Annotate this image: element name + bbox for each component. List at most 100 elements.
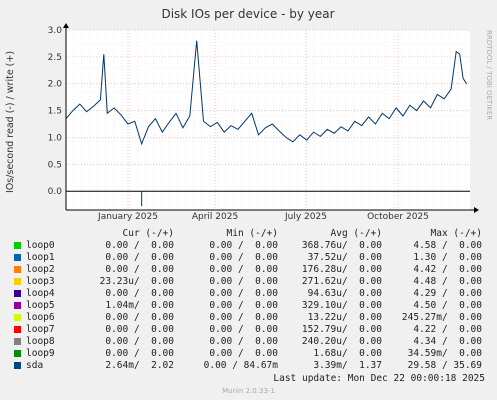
- x-tick-label: October 2025: [367, 212, 429, 222]
- legend-max: 4.42 / 0.00: [413, 264, 482, 275]
- legend-swatch: [14, 350, 21, 357]
- legend-min: 0.00 / 0.00: [209, 300, 278, 311]
- legend-min: 0.00 / 0.00: [209, 312, 278, 323]
- legend-avg: 37.52u/ 0.00: [307, 252, 382, 263]
- legend-avg: 368.76u/ 0.00: [301, 240, 382, 251]
- legend-header-max: Max (-/+): [430, 228, 482, 239]
- legend-min: 0.00 / 0.00: [209, 252, 278, 263]
- y-tick-label: 0.0: [48, 187, 63, 197]
- legend-row: loop4 0.00 / 0.00 0.00 / 0.00 94.63u/ 0.00 4…: [8, 288, 482, 300]
- legend-label: loop2: [26, 264, 55, 275]
- legend-swatch: [14, 266, 21, 273]
- legend-avg: 240.20u/ 0.00: [301, 336, 382, 347]
- legend-cur: 0.00 / 0.00: [105, 336, 174, 347]
- legend-cur: 0.00 / 0.00: [105, 324, 174, 335]
- y-tick-label: 1.5: [48, 107, 62, 117]
- legend-avg: 271.62u/ 0.00: [301, 276, 382, 287]
- y-tick-label: 1.0: [48, 133, 63, 143]
- legend-min: 0.00 / 0.00: [209, 288, 278, 299]
- legend-header-min: Min (-/+): [226, 228, 278, 239]
- chart-svg: Disk IOs per device - by year RRDTOOL / …: [5, 7, 493, 222]
- legend-row: loop2 0.00 / 0.00 0.00 / 0.00 176.28u/ 0.00…: [8, 264, 482, 276]
- legend-min: 0.00 / 0.00: [209, 264, 278, 275]
- legend-label: sda: [26, 360, 44, 371]
- legend-cur: 0.00 / 0.00: [105, 312, 174, 323]
- legend-swatch: [14, 326, 21, 333]
- legend-label: loop9: [26, 348, 55, 359]
- legend-label: loop0: [26, 240, 55, 251]
- legend-row: loop0 0.00 / 0.00 0.00 / 0.00 368.76u/ 0.00…: [8, 240, 482, 252]
- legend-cur: 0.00 / 0.00: [105, 252, 174, 263]
- legend-max: 4.29 / 0.00: [413, 288, 482, 299]
- legend-cur: 1.04m/ 0.00: [105, 300, 174, 311]
- legend-max: 4.50 / 0.00: [413, 300, 482, 311]
- legend-swatch: [14, 314, 21, 321]
- x-tick-label: April 2025: [192, 212, 238, 222]
- legend-label: loop7: [26, 324, 55, 335]
- legend-min: 0.00 / 0.00: [209, 348, 278, 359]
- legend-cur: 2.64m/ 2.02: [105, 360, 174, 371]
- legend-min: 0.00 / 84.67m: [203, 360, 278, 371]
- legend-avg: 13.22u/ 0.00: [307, 312, 382, 323]
- x-axis-arrow: [474, 207, 479, 213]
- x-tick-label: July 2025: [284, 212, 327, 222]
- legend-cur: 0.00 / 0.00: [105, 348, 174, 359]
- legend-label: loop8: [26, 336, 55, 347]
- last-update-text: Last update: Mon Dec 22 00:00:18 2025: [273, 373, 485, 384]
- legend-row: loop1 0.00 / 0.00 0.00 / 0.00 37.52u/ 0.00 1…: [8, 252, 482, 264]
- legend-swatch: [14, 254, 21, 261]
- legend-label: loop6: [26, 312, 55, 323]
- legend-min: 0.00 / 0.00: [209, 336, 278, 347]
- legend-row: loop9 0.00 / 0.00 0.00 / 0.00 1.68u/ 0.00 34…: [8, 348, 482, 360]
- legend-max: 34.59m/ 0.00: [407, 348, 482, 359]
- legend-swatch: [14, 242, 21, 249]
- legend-max: 4.48 / 0.00: [413, 276, 482, 287]
- legend-max: 4.34 / 0.00: [413, 336, 482, 347]
- sda-write-series: [65, 40, 468, 146]
- legend-row: loop5 1.04m/ 0.00 0.00 / 0.00 329.10u/ 0.00…: [8, 300, 482, 312]
- legend-cur: 0.00 / 0.00: [105, 264, 174, 275]
- legend-swatch: [14, 362, 21, 369]
- legend-avg: 1.68u/ 0.00: [313, 348, 382, 359]
- legend-swatch: [14, 338, 21, 345]
- legend-label: loop3: [26, 276, 55, 287]
- legend-row: sda 2.64m/ 2.02 0.00 / 84.67m 3.39m/ 1.37 29…: [8, 360, 482, 372]
- legend-header-row: Cur (-/+) Min (-/+) Avg (-/+) Max (-/+): [8, 228, 482, 240]
- legend-avg: 3.39m/ 1.37: [313, 360, 382, 371]
- legend-row: loop7 0.00 / 0.00 0.00 / 0.00 152.79u/ 0.00…: [8, 324, 482, 336]
- legend-label: loop1: [26, 252, 55, 263]
- legend-avg: 152.79u/ 0.00: [301, 324, 382, 335]
- munin-version: Munin 2.0.33-1: [222, 387, 275, 395]
- legend-max: 4.22 / 0.00: [413, 324, 482, 335]
- legend-row: loop3 23.23u/ 0.00 0.00 / 0.00 271.62u/ 0.0…: [8, 276, 482, 288]
- legend-header-avg: Avg (-/+): [330, 228, 382, 239]
- y-tick-label: 2.5: [48, 53, 62, 63]
- legend-cur: 0.00 / 0.00: [105, 240, 174, 251]
- legend-cur: 23.23u/ 0.00: [99, 276, 174, 287]
- legend-avg: 94.63u/ 0.00: [307, 288, 382, 299]
- legend-row: loop6 0.00 / 0.00 0.00 / 0.00 13.22u/ 0.00 2…: [8, 312, 482, 324]
- y-tick-label: 0.5: [48, 160, 62, 170]
- legend-table: Cur (-/+) Min (-/+) Avg (-/+) Max (-/+) …: [8, 228, 482, 372]
- legend-max: 245.27m/ 0.00: [401, 312, 482, 323]
- y-axis-arrow: [63, 23, 69, 28]
- legend-min: 0.00 / 0.00: [209, 324, 278, 335]
- legend-swatch: [14, 302, 21, 309]
- y-tick-label: 2.0: [48, 80, 63, 90]
- legend-avg: 176.28u/ 0.00: [301, 264, 382, 275]
- legend-avg: 329.10u/ 0.00: [301, 300, 382, 311]
- legend-min: 0.00 / 0.00: [209, 240, 278, 251]
- legend-row: loop8 0.00 / 0.00 0.00 / 0.00 240.20u/ 0.00…: [8, 336, 482, 348]
- legend-label: loop5: [26, 300, 55, 311]
- legend-min: 0.00 / 0.00: [209, 276, 278, 287]
- legend-max: 1.30 / 0.00: [413, 252, 482, 263]
- plot-area: [66, 30, 470, 210]
- legend-cur: 0.00 / 0.00: [105, 288, 174, 299]
- legend-max: 4.58 / 0.00: [413, 240, 482, 251]
- y-axis-label: IOs/second read (-) / write (+): [5, 51, 16, 193]
- legend-swatch: [14, 278, 21, 285]
- legend-max: 29.58 / 35.69: [407, 360, 482, 371]
- legend-swatch: [14, 290, 21, 297]
- x-tick-label: January 2025: [97, 212, 158, 222]
- chart-title: Disk IOs per device - by year: [161, 7, 334, 21]
